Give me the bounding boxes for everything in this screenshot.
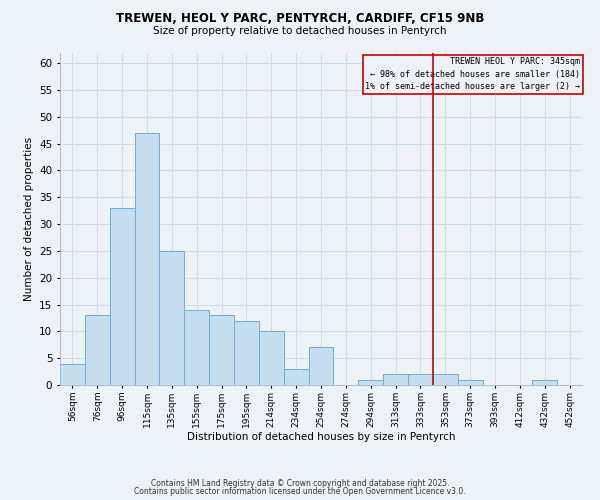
Bar [209, 316, 234, 385]
X-axis label: Distribution of detached houses by size in Pentyrch: Distribution of detached houses by size … [187, 432, 455, 442]
Bar [134, 133, 160, 385]
Text: Contains public sector information licensed under the Open Government Licence v3: Contains public sector information licen… [134, 487, 466, 496]
Text: TREWEN HEOL Y PARC: 345sqm
← 98% of detached houses are smaller (184)
1% of semi: TREWEN HEOL Y PARC: 345sqm ← 98% of deta… [365, 58, 580, 92]
Bar [433, 374, 458, 385]
Text: TREWEN, HEOL Y PARC, PENTYRCH, CARDIFF, CF15 9NB: TREWEN, HEOL Y PARC, PENTYRCH, CARDIFF, … [116, 12, 484, 26]
Bar [160, 251, 184, 385]
Bar [308, 348, 334, 385]
Bar [408, 374, 433, 385]
Bar [458, 380, 482, 385]
Bar [358, 380, 383, 385]
Bar [259, 332, 284, 385]
Bar [60, 364, 85, 385]
Bar [234, 320, 259, 385]
Text: Contains HM Land Registry data © Crown copyright and database right 2025.: Contains HM Land Registry data © Crown c… [151, 478, 449, 488]
Bar [110, 208, 134, 385]
Bar [532, 380, 557, 385]
Y-axis label: Number of detached properties: Number of detached properties [23, 136, 34, 301]
Bar [383, 374, 408, 385]
Text: Size of property relative to detached houses in Pentyrch: Size of property relative to detached ho… [153, 26, 447, 36]
Bar [184, 310, 209, 385]
Bar [85, 316, 110, 385]
Bar [284, 369, 308, 385]
